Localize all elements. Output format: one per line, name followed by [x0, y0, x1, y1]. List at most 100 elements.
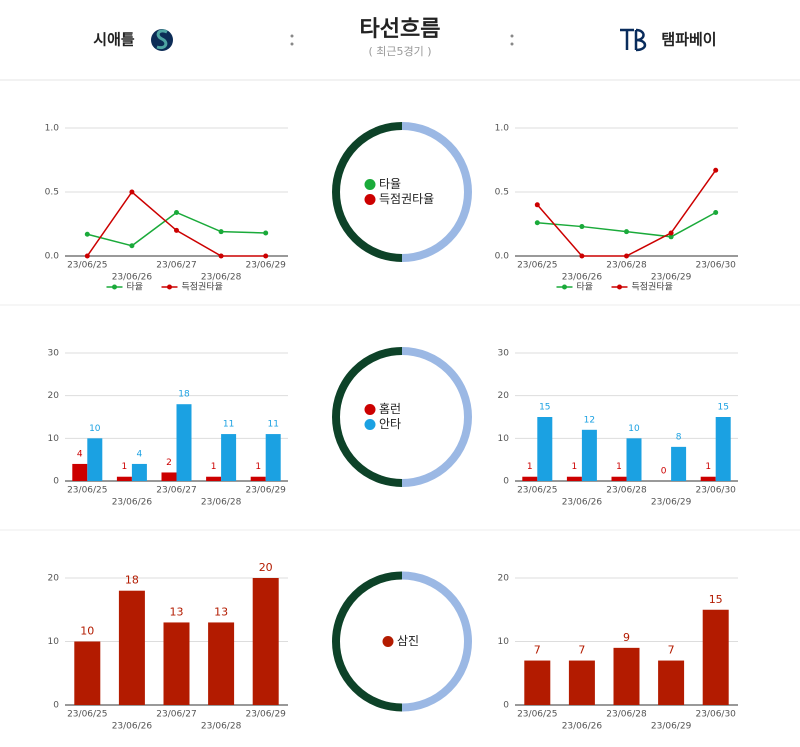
- point: [84, 231, 90, 237]
- x-tick-label: 23/06/29: [245, 486, 286, 496]
- value-label: 7: [534, 644, 541, 657]
- bar: [250, 476, 266, 481]
- bar: [715, 417, 731, 481]
- point: [174, 227, 179, 233]
- x-tick-label: 23/06/25: [517, 710, 557, 720]
- bar: [611, 476, 627, 481]
- value-label: 7: [578, 644, 585, 657]
- point: [218, 229, 224, 235]
- legend-marker: [364, 194, 376, 205]
- legend-marker: [167, 284, 172, 290]
- y-tick-label: 20: [48, 391, 60, 401]
- value-label: 1: [255, 462, 261, 472]
- value-label: 10: [80, 625, 94, 638]
- y-tick-label: 20: [498, 391, 510, 401]
- point: [263, 253, 269, 259]
- bar: [581, 429, 597, 481]
- point: [668, 230, 674, 236]
- x-tick-label: 23/06/30: [695, 261, 736, 271]
- y-tick-label: 1.0: [495, 124, 510, 134]
- legend-marker: [364, 179, 376, 190]
- y-tick-label: 0: [503, 701, 509, 711]
- x-tick-label: 23/06/28: [201, 273, 242, 283]
- donut-left: [332, 347, 403, 487]
- bar: [524, 660, 551, 705]
- bar: [522, 476, 538, 481]
- x-tick-label: 23/06/25: [517, 261, 557, 271]
- bar: [700, 476, 716, 481]
- value-label: 11: [223, 420, 234, 430]
- legend-label: 삼진: [397, 634, 419, 648]
- x-tick-label: 23/06/25: [67, 261, 107, 271]
- value-label: 15: [717, 403, 728, 413]
- x-tick-label: 23/06/26: [562, 722, 603, 732]
- point: [263, 230, 269, 236]
- x-tick-label: 23/06/28: [606, 261, 647, 271]
- x-tick-label: 23/06/26: [562, 273, 603, 283]
- value-label: 18: [178, 390, 190, 400]
- donut-right: [401, 122, 472, 262]
- x-tick-label: 23/06/26: [562, 498, 603, 508]
- bar: [163, 622, 190, 705]
- legend-label: 타율: [379, 177, 401, 191]
- x-tick-label: 23/06/28: [201, 498, 242, 508]
- x-tick-label: 23/06/27: [156, 486, 196, 496]
- value-label: 4: [77, 449, 83, 459]
- point: [129, 189, 135, 195]
- y-tick-label: 30: [498, 349, 510, 359]
- x-tick-label: 23/06/27: [156, 710, 196, 720]
- y-tick-label: 30: [48, 349, 60, 359]
- value-label: 1: [527, 462, 533, 472]
- value-label: 0: [661, 467, 667, 477]
- value-label: 1: [705, 462, 711, 472]
- bar: [131, 463, 147, 481]
- bar: [537, 417, 553, 481]
- legend-marker: [364, 419, 376, 430]
- legend-label: 득점권타율: [182, 281, 223, 293]
- legend-marker: [382, 636, 394, 647]
- point: [174, 209, 179, 215]
- legend-label: 안타: [379, 417, 401, 431]
- x-tick-label: 23/06/27: [156, 261, 196, 271]
- value-label: 15: [539, 403, 550, 413]
- x-tick-label: 23/06/26: [112, 498, 153, 508]
- value-label: 13: [170, 605, 184, 618]
- x-tick-label: 23/06/29: [245, 710, 286, 720]
- legend-label: 타율: [127, 282, 144, 293]
- x-tick-label: 23/06/25: [67, 710, 107, 720]
- legend-label: 타율: [577, 282, 594, 293]
- value-label: 2: [166, 458, 172, 468]
- x-tick-label: 23/06/26: [112, 722, 153, 732]
- y-tick-label: 0: [53, 477, 59, 487]
- bar: [568, 660, 595, 705]
- bar: [613, 647, 640, 705]
- bar: [566, 476, 582, 481]
- y-tick-label: 0: [53, 701, 59, 711]
- y-tick-label: 20: [48, 574, 60, 584]
- point: [713, 209, 719, 215]
- point: [129, 243, 135, 249]
- value-label: 10: [628, 424, 640, 434]
- point: [624, 229, 629, 235]
- value-label: 7: [668, 644, 675, 657]
- point: [534, 202, 540, 208]
- point: [713, 167, 719, 173]
- x-tick-label: 23/06/25: [67, 486, 107, 496]
- legend-marker: [112, 284, 117, 290]
- y-tick-label: 0.0: [45, 252, 60, 262]
- x-tick-label: 23/06/29: [651, 722, 692, 732]
- y-tick-label: 0: [503, 477, 509, 487]
- bar: [702, 609, 729, 705]
- bar: [116, 476, 132, 481]
- x-tick-label: 23/06/28: [606, 486, 647, 496]
- y-tick-label: 20: [498, 574, 510, 584]
- home-team: 시애틀: [93, 31, 135, 49]
- separator-dot: [290, 42, 294, 46]
- point: [668, 234, 674, 240]
- x-tick-label: 23/06/29: [651, 273, 692, 283]
- donut-left: [332, 571, 403, 712]
- x-tick-label: 23/06/28: [606, 710, 647, 720]
- value-label: 20: [259, 561, 273, 574]
- legend-marker: [364, 404, 376, 415]
- y-tick-label: 0.5: [495, 188, 509, 198]
